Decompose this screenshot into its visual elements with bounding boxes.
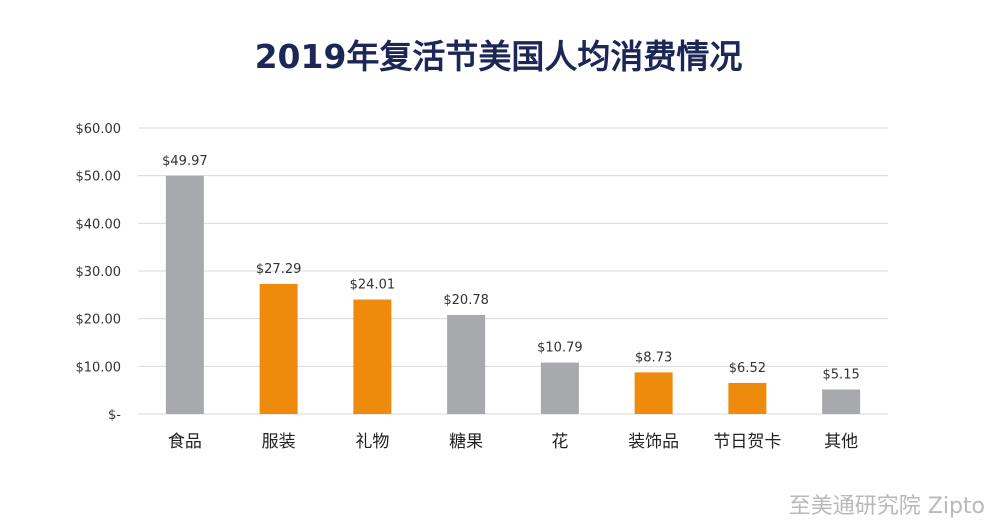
bar (822, 389, 861, 414)
x-tick-label: 服装 (262, 432, 296, 452)
bar (728, 382, 767, 414)
data-label: $5.15 (823, 367, 860, 382)
y-tick-label: $20.00 (76, 313, 122, 328)
x-tick-label: 糖果 (449, 432, 483, 452)
bar (165, 175, 204, 414)
y-tick-label: $- (108, 408, 121, 423)
chart-title: 2019年复活节美国人均消费情况 (254, 37, 743, 76)
bar (353, 299, 392, 414)
bar (447, 314, 486, 414)
data-label: $6.52 (729, 361, 766, 376)
x-tick-label: 礼物 (355, 432, 389, 452)
x-tick-label: 花 (551, 432, 568, 452)
data-label: $8.73 (635, 350, 672, 365)
y-tick-label: $50.00 (76, 170, 122, 185)
y-tick-label: $60.00 (76, 122, 122, 137)
data-label: $10.79 (537, 341, 583, 356)
bar (634, 372, 673, 414)
x-tick-label: 节日贺卡 (713, 432, 781, 452)
data-label: $24.01 (350, 278, 396, 293)
data-label: $20.78 (443, 293, 489, 308)
y-tick-label: $10.00 (76, 360, 122, 375)
x-tick-label: 食品 (168, 432, 202, 452)
bar (259, 283, 298, 414)
y-tick-label: $40.00 (76, 217, 122, 232)
watermark: 至美通研究院 Zipto (788, 494, 985, 519)
y-tick-label: $30.00 (76, 265, 122, 280)
data-label: $49.97 (162, 154, 208, 169)
data-label: $27.29 (256, 262, 302, 277)
x-tick-label: 装饰品 (628, 432, 679, 452)
x-tick-label: 其他 (824, 432, 858, 452)
bar (540, 362, 579, 414)
